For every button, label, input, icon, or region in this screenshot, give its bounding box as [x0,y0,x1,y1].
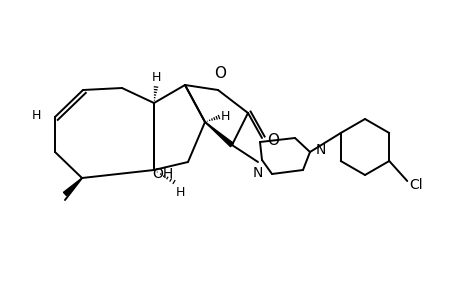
Text: H: H [220,110,230,122]
Polygon shape [63,178,82,196]
Polygon shape [205,122,233,147]
Text: O: O [213,66,225,81]
Text: N: N [252,166,263,180]
Text: H: H [151,71,160,84]
Text: Cl: Cl [409,178,422,192]
Text: O: O [266,133,279,148]
Text: OH: OH [152,167,173,181]
Text: N: N [315,143,326,157]
Text: H: H [176,186,185,199]
Text: H: H [32,109,41,122]
